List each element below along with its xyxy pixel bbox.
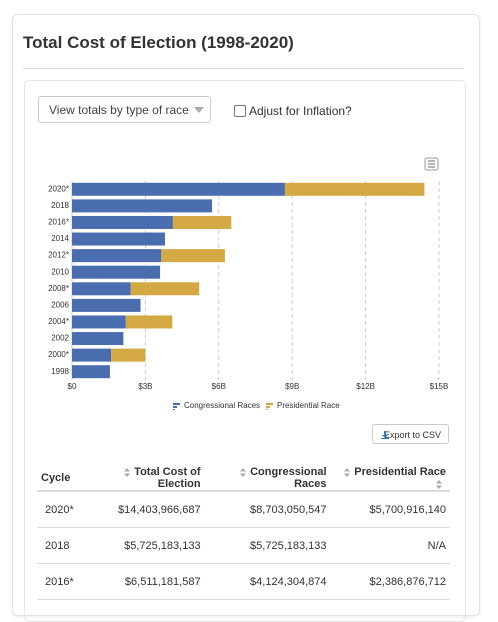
y-tick-label: 2012* <box>48 251 69 260</box>
y-tick-label: 1998 <box>51 367 69 376</box>
legend-swatch <box>266 403 273 405</box>
legend-swatch <box>173 403 180 405</box>
chart: $0 $3B $6B $9B $12B $15B 2020* 2018 2016* 2014 201… <box>48 157 449 410</box>
bar-segment <box>72 282 131 296</box>
x-tick-label: $9B <box>285 382 299 391</box>
table-cell: 2020* <box>37 491 78 528</box>
bar-segment <box>72 365 110 379</box>
column-header[interactable]: Presidential Race <box>330 466 450 492</box>
y-tick-label: 2002 <box>51 334 69 343</box>
page: Total Cost of Election (1998-2020) View … <box>12 14 480 622</box>
y-tick-label: 2000* <box>48 350 69 359</box>
x-tick-label: $6B <box>212 382 226 391</box>
legend-swatch <box>173 409 175 410</box>
legend-item[interactable]: Presidential Race <box>266 401 340 410</box>
download-icon <box>381 431 389 439</box>
y-tick-label: 2006 <box>51 300 69 309</box>
legend-swatch <box>266 406 270 408</box>
table-row: 2016* $6,511,181,587 $4,124,304,874 $2,386,… <box>37 563 450 600</box>
data-table: Cycle Total Cost of Election Congressional… <box>37 466 450 600</box>
y-tick-label: 2010 <box>51 267 69 276</box>
page-title: Total Cost of Election (1998-2020) <box>23 33 294 52</box>
y-tick-label: 2020* <box>48 184 69 193</box>
table-cell: $5,725,183,133 <box>204 527 331 564</box>
bar-segment <box>72 348 112 362</box>
y-tick-label: 2004* <box>48 317 69 326</box>
bar-segment <box>72 215 173 229</box>
legend-label: Presidential Race <box>277 401 340 410</box>
column-header-label: Congressional Races <box>250 466 327 490</box>
column-header[interactable]: Total Cost of Election <box>77 466 205 492</box>
column-header[interactable]: Cycle <box>37 466 78 492</box>
bar-segment <box>172 215 232 229</box>
race-type-dropdown[interactable]: View totals by type of race <box>38 96 211 123</box>
bar-segment <box>72 332 124 346</box>
bar-segment <box>72 298 141 312</box>
column-header-label: Cycle <box>41 472 71 484</box>
bar-segment <box>72 199 213 213</box>
table-cell: 2018 <box>37 527 78 564</box>
column-header-label: Presidential Race <box>354 466 446 478</box>
bar-segment <box>72 232 165 246</box>
export-label: Export to CSV <box>383 430 441 440</box>
bar-segment <box>161 249 225 263</box>
sort-icon <box>240 467 247 477</box>
table-cell: $5,700,916,140 <box>330 491 450 528</box>
menu-button[interactable] <box>424 157 439 171</box>
y-tick-label: 2018 <box>51 201 69 210</box>
table-cell: $8,703,050,547 <box>204 491 331 528</box>
bar-segment <box>284 182 425 196</box>
legend-swatch <box>266 409 268 410</box>
table-cell: 2016* <box>37 563 78 600</box>
bar-segment <box>72 315 126 329</box>
y-tick-label: 2014 <box>51 234 69 243</box>
bar-segment <box>72 182 285 196</box>
column-header[interactable]: Congressional Races <box>204 466 331 492</box>
table-cell: $6,511,181,587 <box>77 563 205 600</box>
bar-segment <box>130 282 200 296</box>
table-cell: $14,403,966,687 <box>77 491 205 528</box>
table-row: 2020* $14,403,966,687 $8,703,050,547 $5,700… <box>37 491 450 528</box>
legend-swatch <box>173 406 177 408</box>
dropdown-caret <box>194 107 204 113</box>
inflation-checkbox[interactable] <box>234 105 246 117</box>
x-tick-label: $15B <box>430 382 449 391</box>
bar-segment <box>72 249 162 263</box>
table-row: 2018 $5,725,183,133 $5,725,183,133 N/A <box>37 527 450 564</box>
sort-icon <box>436 479 442 489</box>
bar-segment <box>72 265 161 279</box>
y-tick-label: 2016* <box>48 218 69 227</box>
y-tick-label: 2008* <box>48 284 69 293</box>
bar-segment <box>111 348 146 362</box>
legend-item[interactable]: Congressional Races <box>173 401 260 410</box>
x-tick-label: $12B <box>356 382 375 391</box>
sort-icon <box>344 467 351 477</box>
table-cell: N/A <box>330 527 450 564</box>
dropdown-label: View totals by type of race <box>49 103 189 117</box>
legend-label: Congressional Races <box>184 401 260 410</box>
x-tick-label: $0 <box>68 382 77 391</box>
table-cell: $5,725,183,133 <box>77 527 205 564</box>
x-tick-label: $3B <box>138 382 152 391</box>
export-button[interactable]: Export to CSV <box>372 424 449 444</box>
table-cell: $2,386,876,712 <box>330 563 450 600</box>
checkbox-label[interactable]: Adjust for Inflation? <box>249 104 352 118</box>
column-header-label: Total Cost of Election <box>134 466 201 490</box>
sort-icon <box>124 467 131 477</box>
divider <box>23 68 464 69</box>
bar-segment <box>125 315 173 329</box>
table-cell: $4,124,304,874 <box>204 563 331 600</box>
